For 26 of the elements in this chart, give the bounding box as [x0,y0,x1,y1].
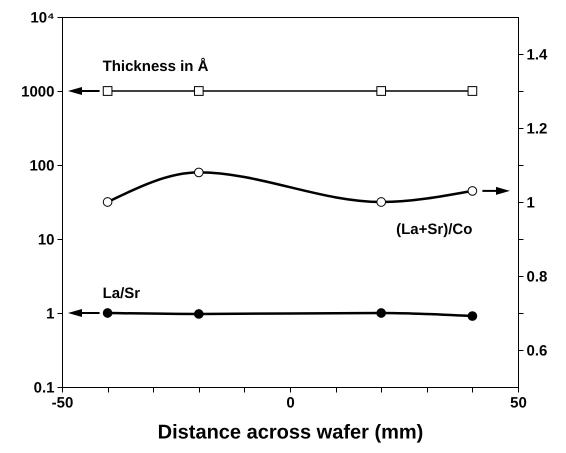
series-label: (La+Sr)/Co [396,220,472,238]
y2-tick-label: 1 [526,194,535,212]
y-tick-label: 0.1 [34,380,54,396]
y2-tick-label: 1.4 [526,46,548,64]
x-tick-label: 50 [510,394,527,412]
point [194,309,204,319]
point [376,86,386,96]
point [468,311,478,321]
point [468,86,478,96]
series-label: Thickness in Å [102,57,209,75]
series-label: La/Sr [102,285,140,302]
point [194,86,204,96]
y-tick-label: 1 [46,306,54,322]
y-tick-label: 10⁴ [30,10,54,26]
x-tick-label: -50 [52,394,74,412]
y-tick-label: 1000 [21,84,54,100]
y2-tick-label: 0.6 [526,342,548,360]
y-tick-label: 100 [29,158,54,174]
y-tick-label: 10 [38,232,54,248]
x-axis-title: Distance across wafer (mm) [158,422,424,444]
y2-tick-label: 1.2 [526,120,548,138]
point [376,308,386,318]
point [102,308,112,318]
x-tick-label: 0 [286,394,295,412]
point [102,86,112,96]
y2-tick-label: 0.8 [526,268,548,286]
